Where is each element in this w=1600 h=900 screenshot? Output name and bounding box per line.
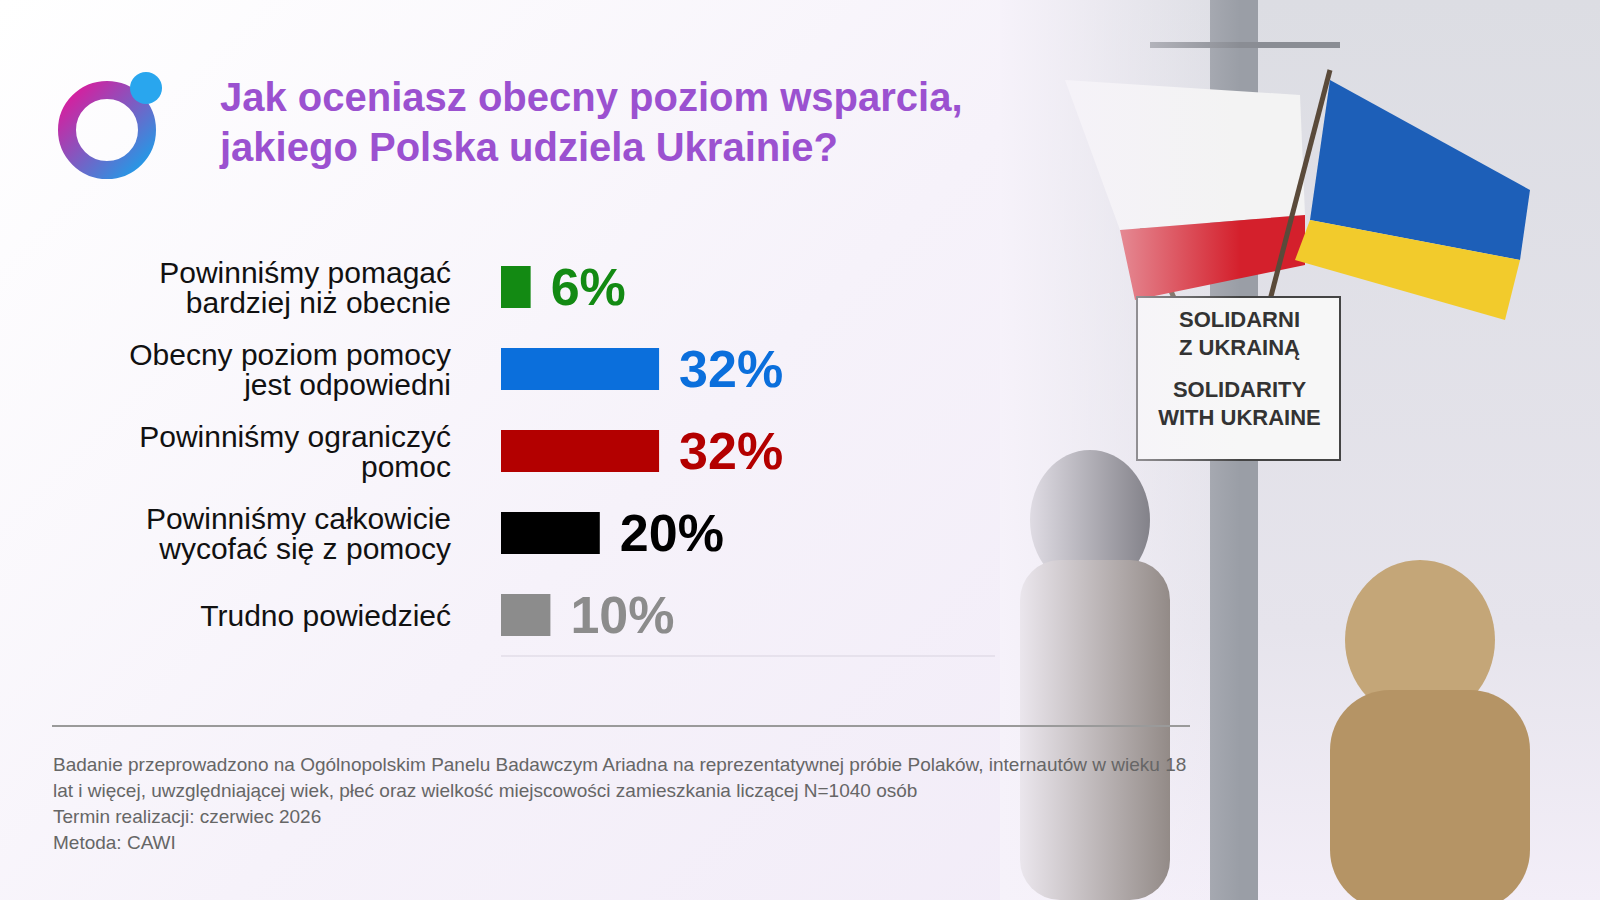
html-text:SOLIDARNI Z UKRAINĄ: SOLIDARNI Z UKRAINĄ	[1179, 307, 1300, 360]
svg-text:32%: 32%	[679, 422, 783, 480]
html-text:Metoda: CAWI: Metoda: CAWI	[53, 832, 176, 853]
svg-text:Powinniśmy ograniczyćpomoc: Powinniśmy ograniczyćpomoc	[139, 420, 451, 483]
svg-text:Powinniśmy pomagaćbardziej niż: Powinniśmy pomagaćbardziej niż obecnie	[159, 256, 451, 319]
html-text:Badanie przeprowadzono na Ogól: Badanie przeprowadzono na Ogólnopolskim …	[53, 754, 1187, 801]
svg-text:Obecny poziom pomocyjest odpow: Obecny poziom pomocyjest odpowiedni	[129, 338, 451, 401]
svg-text:32%: 32%	[679, 340, 783, 398]
svg-text:6%: 6%	[551, 258, 626, 316]
svg-text:10%: 10%	[570, 586, 674, 644]
html-text:Termin realizacji: czerwiec 20: Termin realizacji: czerwiec 2026	[53, 806, 322, 827]
html-text:Jak oceniasz obecny poziom wsp: Jak oceniasz obecny poziom wsparcia, jak…	[220, 75, 963, 169]
html-text:SOLIDARITY WITH UKRAINE: SOLIDARITY WITH UKRAINE	[1158, 377, 1321, 430]
svg-text:Powinniśmy całkowiciewycofać s: Powinniśmy całkowiciewycofać się z pomoc…	[146, 502, 451, 565]
svg-text:Trudno powiedzieć: Trudno powiedzieć	[200, 599, 451, 632]
svg-text:20%: 20%	[620, 504, 724, 562]
